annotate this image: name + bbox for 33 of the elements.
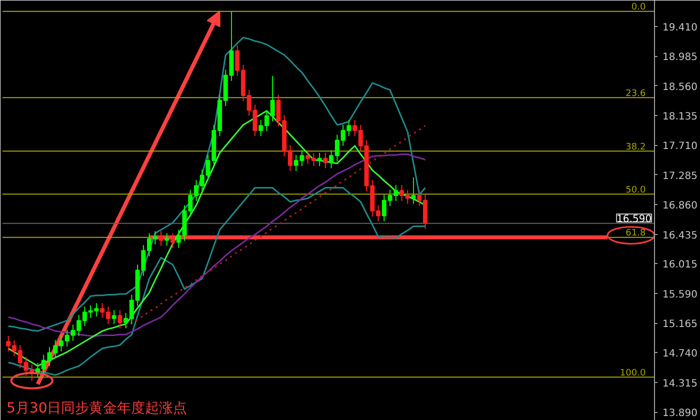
y-tick-label: 16.435 xyxy=(662,230,698,242)
y-tick-label: 13.890 xyxy=(662,408,698,420)
line-series xyxy=(8,153,426,337)
annotation: 5月30日同步黄金年度起涨点 xyxy=(6,400,188,416)
annotation: 61.8 xyxy=(626,228,646,239)
line-series xyxy=(125,124,426,328)
candlestick xyxy=(411,176,416,204)
candlestick xyxy=(164,232,170,246)
y-tick-label: 19.410 xyxy=(662,22,698,34)
candlestick xyxy=(118,310,122,329)
y-tick-label: 16.015 xyxy=(662,260,698,271)
y-tick-label: 14.740 xyxy=(662,348,698,360)
candlestick xyxy=(317,152,322,167)
candlestick xyxy=(323,152,328,169)
line-series xyxy=(8,36,426,332)
annotation: 23.6 xyxy=(626,88,646,99)
y-tick-label: 17.285 xyxy=(662,170,698,182)
annotation: 100.0 xyxy=(620,368,646,378)
y-tick-label: 15.590 xyxy=(662,289,698,300)
candlestick xyxy=(158,230,164,246)
candlestick xyxy=(170,232,176,248)
annotation: 50.0 xyxy=(626,185,646,196)
y-tick-label: 18.560 xyxy=(662,82,698,93)
y-tick-label: 18.985 xyxy=(662,52,698,64)
annotation: 0.0 xyxy=(631,2,646,13)
y-tick-label: 14.315 xyxy=(662,378,698,390)
y-tick-label: 17.710 xyxy=(662,141,698,152)
line-series xyxy=(8,187,426,376)
y-tick-label: 18.135 xyxy=(662,111,698,122)
annotation: 38.2 xyxy=(626,142,646,152)
y-tick-label: 16.860 xyxy=(662,200,698,212)
y-tick-label: 15.165 xyxy=(662,319,698,330)
candlestick xyxy=(112,310,116,325)
